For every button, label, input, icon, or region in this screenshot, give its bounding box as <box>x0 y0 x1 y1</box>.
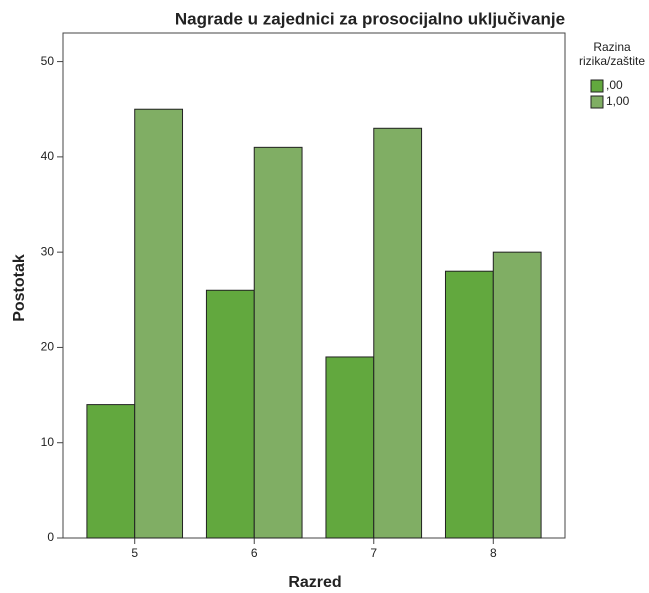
legend-label: ,00 <box>606 78 623 92</box>
bar <box>253 146 303 539</box>
y-tick-label: 20 <box>41 340 55 354</box>
bar <box>86 404 136 539</box>
y-tick-label: 10 <box>41 435 55 449</box>
bar <box>205 289 255 539</box>
bar <box>492 251 542 539</box>
x-tick-label: 6 <box>251 546 258 560</box>
x-axis-label: Razred <box>288 574 341 591</box>
legend-swatch <box>590 95 604 109</box>
legend-title: Razina <box>593 40 631 54</box>
x-tick-label: 7 <box>370 546 377 560</box>
y-axis-label: Postotak <box>11 254 28 322</box>
y-tick-label: 50 <box>41 54 55 68</box>
y-tick-label: 0 <box>47 530 54 544</box>
x-tick-label: 5 <box>131 546 138 560</box>
legend-swatch <box>590 79 604 93</box>
legend-title: rizika/zaštite <box>579 54 645 68</box>
bar <box>444 270 494 539</box>
bar <box>373 127 423 539</box>
y-tick-label: 30 <box>41 244 55 258</box>
bar <box>325 356 375 539</box>
plot-frame <box>62 32 566 539</box>
bar <box>134 108 184 539</box>
legend-label: 1,00 <box>606 94 630 108</box>
x-tick-label: 8 <box>490 546 497 560</box>
y-tick-label: 40 <box>41 149 55 163</box>
chart-title: Nagrade u zajednici za prosocijalno uklj… <box>175 9 565 28</box>
